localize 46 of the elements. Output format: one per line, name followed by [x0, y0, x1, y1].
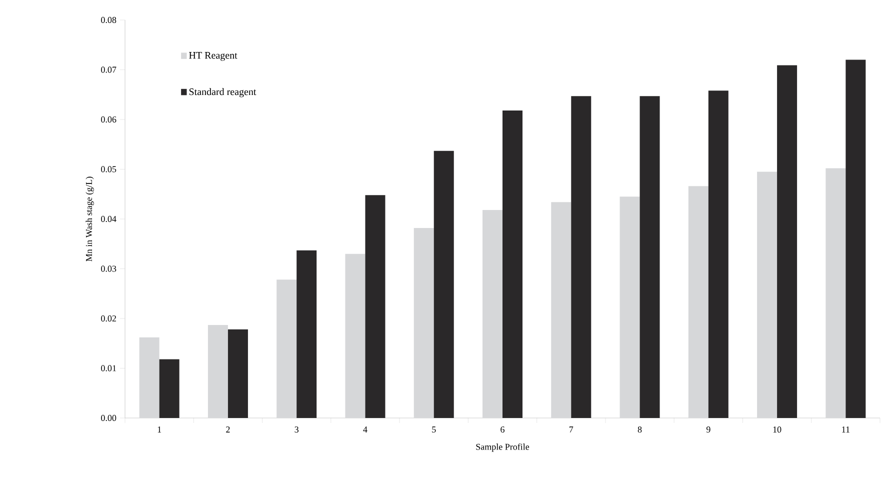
legend-label: Standard reagent [189, 88, 256, 98]
bar [365, 195, 386, 418]
x-tick-label: 5 [432, 426, 436, 433]
bar [551, 202, 572, 418]
x-tick-label: 3 [294, 426, 298, 433]
bar [846, 60, 866, 418]
bar [228, 329, 248, 418]
bar [620, 196, 640, 418]
x-tick-label: 7 [569, 426, 574, 432]
y-tick-label: 0.06 [101, 116, 116, 123]
x-tick-label: 11 [842, 426, 850, 432]
bar [434, 150, 454, 418]
y-tick-label: 0.05 [101, 166, 116, 172]
bar [777, 65, 798, 418]
bar [502, 110, 522, 418]
x-tick-label: 10 [773, 426, 782, 433]
bar [640, 96, 660, 418]
x-axis-title: Sample Profile [476, 443, 530, 452]
bar [159, 359, 180, 418]
y-tick-label: 0.01 [101, 365, 116, 372]
bar [708, 90, 728, 418]
y-tick-label: 0.07 [101, 66, 116, 73]
bar [757, 172, 778, 418]
y-tick-label: 0.08 [101, 16, 116, 24]
y-tick-label: 0.00 [101, 414, 116, 422]
x-tick-label: 8 [638, 426, 642, 433]
bar [296, 250, 317, 418]
bar [482, 210, 503, 418]
x-tick-label: 4 [363, 426, 368, 432]
y-axis-title: Mn in Wash stage (g/L) [86, 176, 94, 262]
bar [414, 228, 434, 418]
x-tick-label: 2 [226, 426, 230, 432]
x-tick-label: 6 [500, 426, 504, 433]
bar [688, 186, 708, 418]
x-tick-label: 1 [158, 426, 162, 432]
bar [571, 96, 592, 418]
bar [826, 168, 846, 418]
y-tick-label: 0.02 [101, 315, 116, 322]
bar [345, 254, 366, 418]
bar [208, 324, 228, 418]
bar [139, 337, 160, 418]
x-tick-label: 9 [706, 426, 710, 433]
y-tick-label: 0.03 [101, 266, 116, 272]
legend-label: HT Reagent [189, 52, 238, 61]
bar [276, 280, 297, 418]
y-tick-label: 0.04 [101, 216, 116, 222]
